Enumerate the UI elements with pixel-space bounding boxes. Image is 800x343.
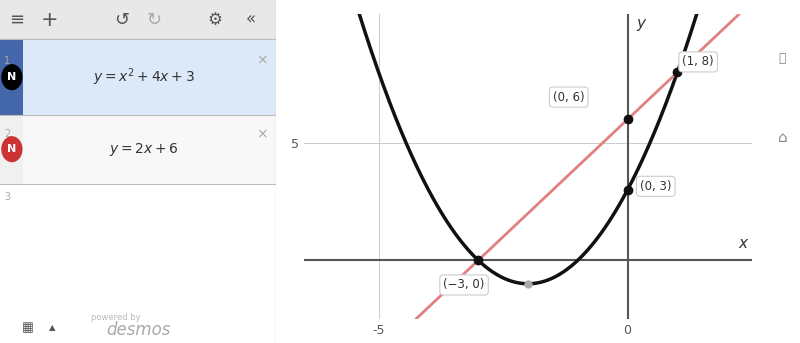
FancyBboxPatch shape [0, 115, 276, 184]
Text: 🔧: 🔧 [778, 52, 786, 65]
Text: x: x [738, 236, 747, 251]
Text: N: N [7, 144, 17, 154]
Text: desmos: desmos [106, 321, 170, 339]
FancyBboxPatch shape [0, 0, 276, 39]
Text: ▦: ▦ [22, 321, 34, 334]
Text: $y = x^2 + 4x + 3$: $y = x^2 + 4x + 3$ [93, 67, 194, 88]
Circle shape [2, 137, 22, 162]
Text: 2: 2 [4, 129, 10, 139]
Text: N: N [7, 72, 17, 82]
Text: 1: 1 [4, 56, 10, 66]
Text: ↺: ↺ [114, 11, 129, 29]
Text: (1, 8): (1, 8) [682, 55, 714, 68]
Text: ⌂: ⌂ [778, 130, 787, 145]
Text: (−3, 0): (−3, 0) [443, 279, 485, 292]
Text: ▲: ▲ [49, 323, 56, 332]
Text: ×: × [256, 54, 268, 68]
Text: ≡: ≡ [9, 11, 24, 29]
FancyBboxPatch shape [0, 115, 23, 184]
FancyBboxPatch shape [0, 39, 23, 115]
Text: ↻: ↻ [147, 11, 162, 29]
Text: $y = 2x + 6$: $y = 2x + 6$ [109, 141, 178, 158]
Text: «: « [246, 11, 256, 29]
Circle shape [2, 65, 22, 90]
Text: (0, 3): (0, 3) [640, 180, 671, 193]
Text: y: y [637, 16, 646, 31]
Text: (0, 6): (0, 6) [553, 91, 585, 104]
Text: +: + [41, 10, 58, 30]
Text: ⚙: ⚙ [208, 11, 222, 29]
Text: powered by: powered by [91, 313, 141, 322]
Text: 3: 3 [4, 192, 10, 202]
FancyBboxPatch shape [0, 39, 276, 115]
Text: ×: × [256, 127, 268, 141]
